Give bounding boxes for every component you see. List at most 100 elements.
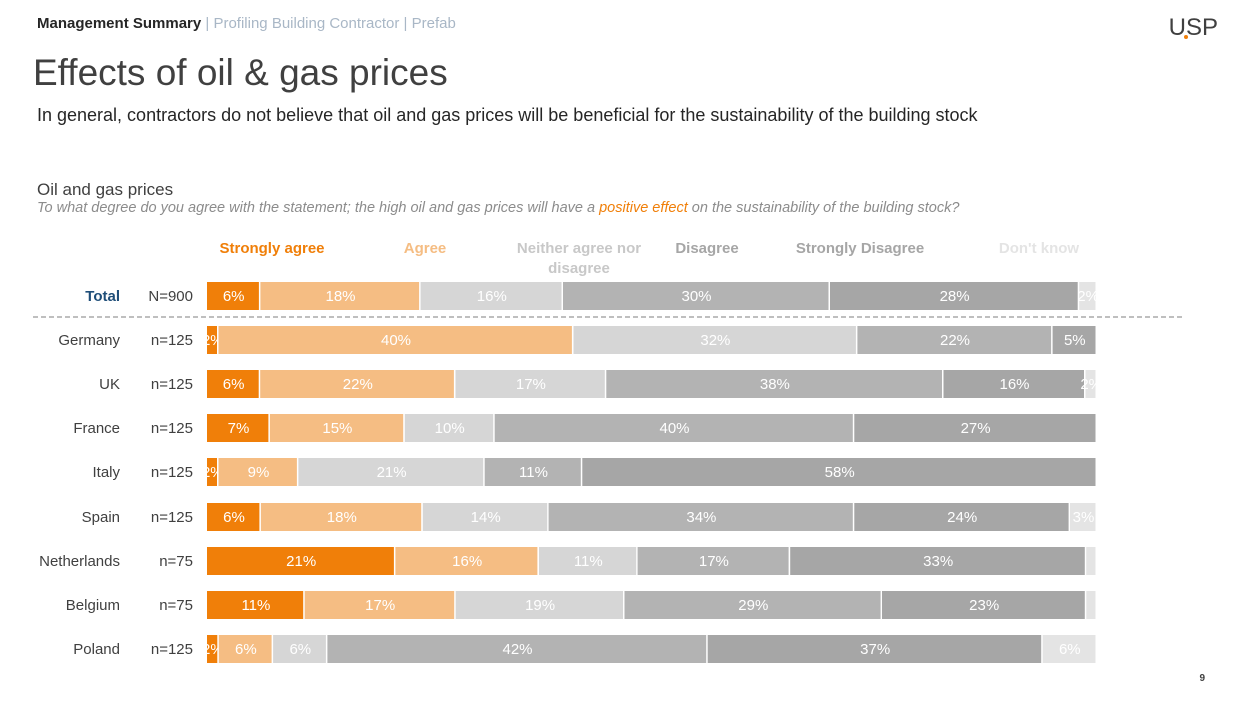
row-sample-size: n=125 [151,376,193,393]
data-label: 29% [738,597,768,614]
bar-segment [420,282,562,310]
bar-segment [582,458,1096,486]
bar-segment [207,370,259,398]
bar-segment [455,370,605,398]
bar-segment [854,414,1096,442]
bar-segment [1070,503,1096,531]
data-label: 16% [999,376,1029,393]
bar-segment [882,591,1085,619]
data-label: 34% [686,509,716,526]
data-label: 17% [516,376,546,393]
data-label: 42% [502,641,532,658]
data-label: 5% [1064,332,1086,349]
bar-segment [790,547,1085,575]
data-label: 16% [477,288,507,305]
data-label: 58% [825,464,855,481]
bar-segment [857,326,1052,354]
bar-segment [260,282,420,310]
data-label: 6% [223,376,245,393]
data-label: 17% [365,597,395,614]
page-subtitle: In general, contractors do not believe t… [37,105,978,125]
bar-segment [830,282,1078,310]
page-number: 9 [1199,673,1205,684]
bar-segment [218,635,272,663]
chart-title: Oil and gas prices [37,180,174,199]
bar-segment [1079,282,1096,310]
data-label: 37% [860,641,890,658]
data-label: 6% [1059,641,1081,658]
data-label: 2% [202,641,224,658]
data-label: 9% [248,464,270,481]
bar-segment [269,414,404,442]
data-label: 23% [969,597,999,614]
bar-segment [327,635,707,663]
data-label: 33% [923,553,953,570]
data-label: 21% [286,553,316,570]
data-label: 10% [435,420,465,437]
data-label: 3% [1073,509,1095,526]
row-sample-size: n=125 [151,509,193,526]
legend-item: Strongly agree [219,240,324,257]
data-label: 2% [1080,376,1102,393]
row-sample-size: N=900 [148,288,193,305]
row-sample-size: n=75 [159,553,193,570]
breadcrumb-path: Profiling Building Contractor | Prefab [213,15,456,32]
question-highlight: positive effect [599,200,688,216]
data-label: 22% [940,332,970,349]
data-label: 14% [471,509,501,526]
row-label: Spain [82,509,120,526]
data-label: 17% [699,553,729,570]
bar-segment [298,458,484,486]
data-label: 11% [519,464,548,481]
bar-segment [207,326,217,354]
bar-segment [563,282,829,310]
page-title: Effects of oil & gas prices [33,52,448,93]
bar-segment [484,458,581,486]
bar-segment [207,503,260,531]
data-label: 11% [241,597,270,614]
bar-segment [304,591,455,619]
row-sample-size: n=125 [151,641,193,658]
data-label: 40% [659,420,689,437]
row-label: France [73,420,120,437]
bar-segment [273,635,326,663]
bar-segment [395,547,538,575]
bar-segment [260,370,454,398]
legend-item: Strongly Disagree [796,240,924,257]
data-label: 7% [228,420,250,437]
bar-segment [707,635,1042,663]
bar-segment [1042,635,1096,663]
bar-segment [539,547,637,575]
data-label: 6% [223,288,245,305]
row-label: Germany [58,332,120,349]
data-label: 2% [202,464,224,481]
row-label: UK [99,376,120,393]
bar-segment [207,547,394,575]
bar-segment [207,282,259,310]
row-label: Total [85,288,120,305]
breadcrumb: Management Summary | Profiling Building … [37,15,456,32]
breadcrumb-separator: | [201,15,214,32]
bar-segment [404,414,494,442]
data-label: 16% [452,553,482,570]
data-label: 24% [947,509,977,526]
survey-question: To what degree do you agree with the sta… [37,200,959,216]
data-label: 18% [325,288,355,305]
row-sample-size: n=125 [151,464,193,481]
bar-segment [637,547,789,575]
legend-item: Agree [404,240,447,257]
bar-segment [573,326,856,354]
bar-segment [207,458,217,486]
bar-segment [207,635,218,663]
data-label: 2% [202,332,224,349]
usp-logo: USP [1169,14,1218,42]
bar-segment [1086,547,1096,575]
row-label: Italy [92,464,120,481]
data-label: 28% [940,288,970,305]
data-label: 6% [223,509,245,526]
row-label: Belgium [66,597,120,614]
data-label: 11% [574,553,603,570]
bar-segment [606,370,942,398]
bar-segment [207,591,304,619]
